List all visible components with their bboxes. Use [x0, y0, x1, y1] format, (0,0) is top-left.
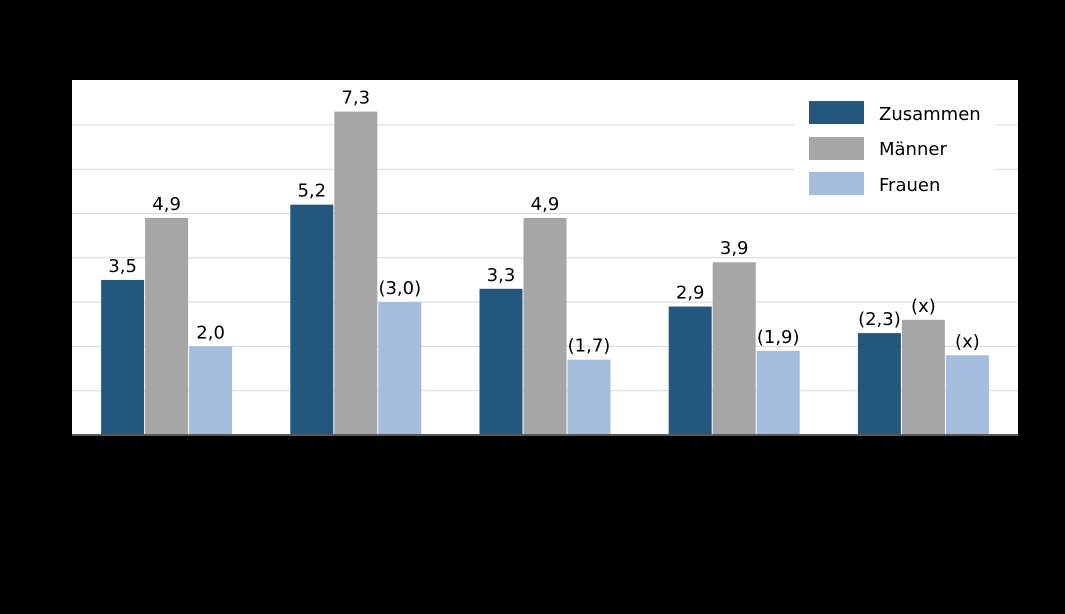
legend-swatch-zusammen [809, 101, 864, 124]
bar-frauen-5 [945, 355, 989, 435]
data-label: 3,5 [108, 256, 137, 277]
bar-zusammen-5 [857, 333, 901, 435]
data-label: (1,9) [757, 327, 800, 348]
data-label: 2,0 [196, 322, 225, 343]
bar-mnner-2 [334, 111, 378, 436]
data-label: 2,9 [676, 283, 705, 304]
data-label: (2,3) [858, 309, 901, 330]
legend-swatch-maenner [809, 137, 864, 160]
data-label: 4,9 [531, 194, 560, 215]
legend-label-zusammen: Zusammen [879, 104, 981, 125]
data-label: 5,2 [297, 181, 326, 202]
data-label: (x) [911, 296, 936, 317]
bar-zusammen-2 [290, 204, 334, 435]
data-label: 3,3 [487, 265, 516, 286]
data-label: 7,3 [341, 88, 370, 109]
data-label: (1,7) [568, 336, 611, 357]
bar-mnner-3 [523, 217, 567, 435]
bar-frauen-2 [378, 302, 422, 435]
bar-zusammen-4 [668, 306, 712, 435]
bar-mnner-1 [145, 217, 189, 435]
data-label: (x) [955, 331, 980, 352]
bar-mnner-5 [901, 319, 945, 435]
legend-label-maenner: Männer [879, 139, 947, 160]
data-label: 4,9 [152, 194, 181, 215]
bar-frauen-1 [189, 346, 233, 435]
bars [101, 111, 989, 436]
bar-frauen-3 [567, 359, 611, 435]
data-label: (3,0) [378, 278, 421, 299]
bar-zusammen-1 [101, 279, 145, 435]
bar-zusammen-3 [479, 288, 523, 435]
bar-frauen-4 [756, 350, 800, 435]
legend: Zusammen Männer Frauen [795, 92, 995, 204]
legend-label-frauen: Frauen [879, 175, 940, 196]
bar-mnner-4 [712, 262, 756, 435]
data-labels: 3,5 4,9 2,0 5,2 7,3 (3,0) 3,3 4,9 (1,7) 2,9 3,9 (1,… [108, 88, 979, 357]
data-label: 3,9 [720, 238, 749, 259]
legend-swatch-frauen [809, 172, 864, 195]
